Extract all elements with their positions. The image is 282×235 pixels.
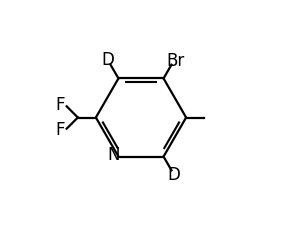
Text: Br: Br bbox=[167, 52, 185, 70]
Text: F: F bbox=[55, 121, 65, 139]
Text: D: D bbox=[168, 166, 181, 184]
Text: F: F bbox=[55, 96, 65, 114]
Text: N: N bbox=[107, 146, 120, 164]
Text: D: D bbox=[101, 51, 114, 69]
